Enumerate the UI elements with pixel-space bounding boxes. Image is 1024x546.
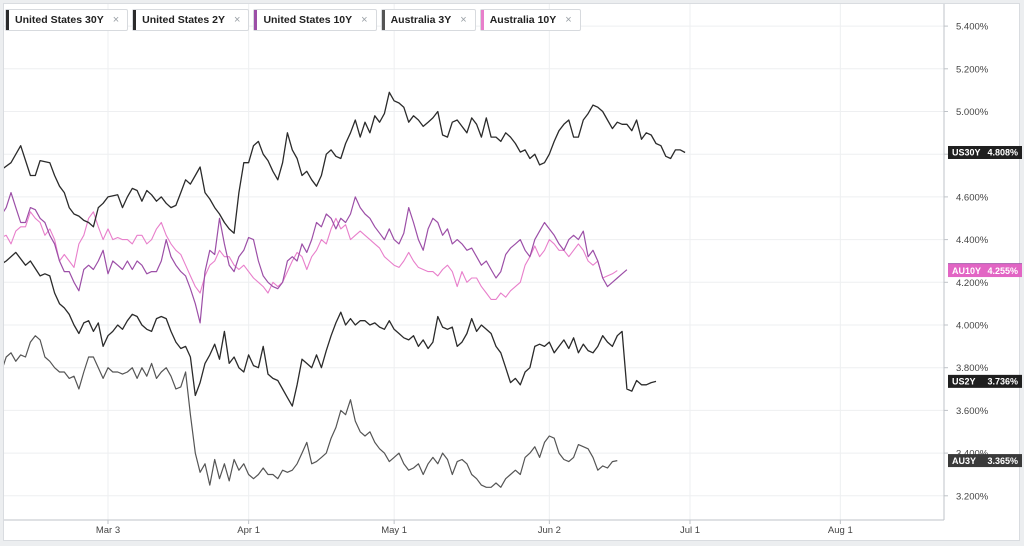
x-tick-label: Jun 2 [538, 525, 561, 536]
legend-swatch [254, 10, 258, 30]
chart-frame [3, 3, 1020, 541]
legend-label: United States 10Y [263, 14, 353, 26]
close-icon[interactable]: × [234, 14, 241, 26]
series-line-au10y [4, 211, 618, 300]
legend-label: Australia 3Y [390, 14, 452, 26]
y-tick-label: 3.600% [956, 406, 989, 417]
badge-au10y: AU10Y 4.255% [948, 264, 1022, 278]
badge-background [948, 454, 1022, 468]
legend-swatch [6, 10, 9, 30]
badge-last-value: 4.808% [987, 148, 1018, 158]
badge-series-code: AU10Y [952, 266, 981, 276]
close-icon[interactable]: × [565, 14, 572, 26]
legend-chip-united-states-10y[interactable]: United States 10Y × [253, 9, 377, 31]
y-tick-label: 4.200% [956, 278, 989, 289]
y-tick-label: 5.400% [956, 22, 989, 33]
close-icon[interactable]: × [460, 14, 467, 26]
legend-label: United States 2Y [142, 14, 225, 26]
y-axis: 3.200%3.400%3.600%3.800%4.000%4.200%4.40… [943, 4, 989, 520]
series-line-us2y [4, 251, 657, 407]
y-tick-label: 4.400% [956, 235, 989, 246]
badge-last-value: 3.365% [987, 456, 1018, 466]
y-tick-label: 4.000% [956, 321, 989, 332]
badge-au3y: AU3Y 3.365% [948, 454, 1022, 468]
badge-series-code: AU3Y [952, 456, 976, 466]
badge-us30y: US30Y 4.808% [948, 145, 1022, 159]
legend-swatch [381, 10, 385, 30]
y-tick-label: 3.200% [956, 491, 989, 502]
legend-chip-united-states-2y[interactable]: United States 2Y × [132, 9, 250, 31]
legend-chip-australia-10y[interactable]: Australia 10Y × [479, 9, 581, 31]
series-line-au3y [4, 335, 618, 488]
badge-background [948, 145, 1022, 159]
legend-label: Australia 10Y [489, 14, 557, 26]
legend-label: United States 30Y [15, 14, 104, 26]
legend-chip-united-states-30y[interactable]: United States 30Y × [5, 9, 129, 31]
last-value-badges: US30Y4.808%US2Y3.736%US10Y4.259%AU3Y3.36… [948, 145, 1022, 468]
badge-last-value: 4.255% [987, 266, 1018, 276]
y-tick-label: 5.000% [956, 107, 989, 118]
x-tick-label: Jul 1 [680, 525, 700, 536]
close-icon[interactable]: × [361, 14, 368, 26]
chart-grid [4, 4, 944, 520]
badge-background [948, 374, 1022, 388]
x-axis: Mar 3 Apr 1 May 1 Jun 2 Jul 1 Aug 1 [4, 519, 944, 536]
badge-background [948, 264, 1022, 278]
close-icon[interactable]: × [112, 14, 120, 26]
legend-swatch [133, 10, 137, 30]
y-tick-label: 4.600% [956, 192, 989, 203]
legend-chip-australia-3y[interactable]: Australia 3Y × [380, 9, 476, 31]
y-tick-label: 5.200% [956, 64, 989, 75]
series-line-us10y [4, 192, 628, 324]
x-tick-label: Mar 3 [96, 525, 120, 536]
x-tick-label: Aug 1 [828, 525, 853, 536]
legend-swatch [480, 10, 484, 30]
x-tick-label: May 1 [381, 525, 407, 536]
x-tick-label: Apr 1 [237, 525, 260, 536]
badge-series-code: US2Y [952, 377, 976, 387]
series-line-us30y [4, 91, 686, 234]
badge-us2y: US2Y 3.736% [948, 374, 1022, 388]
y-tick-label: 3.800% [956, 363, 989, 374]
series-layer [4, 91, 686, 488]
badge-last-value: 3.736% [987, 377, 1018, 387]
badge-series-code: US30Y [952, 148, 981, 158]
legend: United States 30Y × United States 2Y × Unite… [5, 9, 581, 31]
